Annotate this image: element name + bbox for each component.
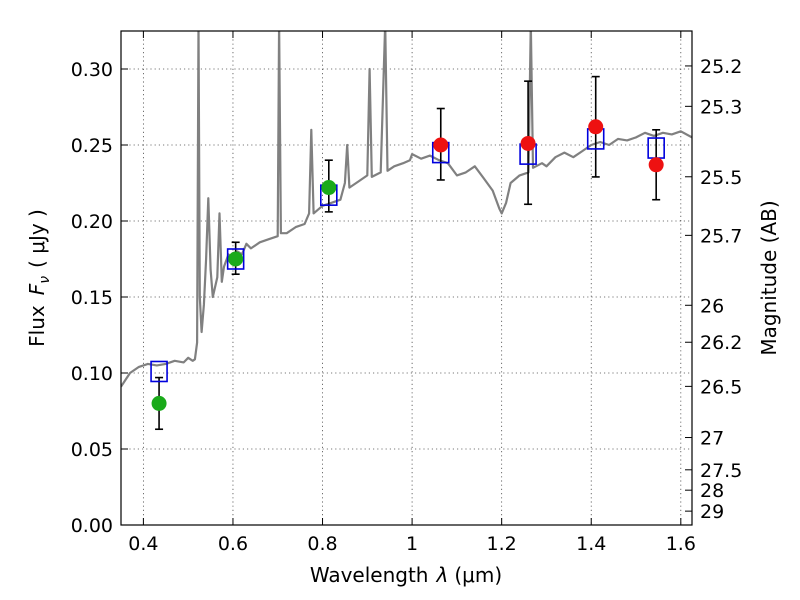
x-tick-label: 0.6	[218, 533, 248, 555]
model-flux-box	[150, 360, 168, 383]
plot-frame	[120, 30, 693, 526]
x-axis-title: Wavelength λ (μm)	[310, 563, 502, 587]
x-tick-label: 0.8	[307, 533, 337, 555]
x-tick-label: 1	[406, 533, 418, 555]
right-tick-label: 27.5	[700, 460, 742, 482]
x-tick-label: 1.4	[576, 533, 606, 555]
y-tick-label: 0.20	[71, 211, 113, 233]
y-tick-label: 0.25	[71, 135, 113, 157]
y-tick-label: 0.00	[71, 515, 113, 537]
y-tick-label: 0.15	[71, 287, 113, 309]
right-axis-title: Magnitude (AB)	[757, 200, 781, 355]
x-tick-label: 1.2	[487, 533, 517, 555]
observed-point-nir	[520, 135, 536, 151]
y-tick-label: 0.05	[71, 439, 113, 461]
x-tick-label: 1.6	[666, 533, 696, 555]
right-tick-label: 29	[700, 501, 724, 523]
observed-point-optical	[228, 251, 244, 267]
x-tick-label: 0.4	[128, 533, 158, 555]
observed-point-optical	[321, 180, 337, 196]
y-tick-label: 0.10	[71, 363, 113, 385]
right-tick-label: 25.5	[700, 167, 742, 189]
right-tick-label: 26.2	[700, 332, 742, 354]
spectrum-line	[121, 31, 692, 388]
right-tick-label: 27	[700, 428, 724, 450]
right-tick-label: 26	[700, 295, 724, 317]
observed-point-nir	[433, 137, 449, 153]
y-tick-label: 0.30	[71, 59, 113, 81]
observed-point-nir	[648, 157, 664, 173]
y-axis-title: FluxFν( μJy )	[25, 209, 53, 347]
markers	[150, 119, 665, 411]
data-layer	[121, 31, 692, 431]
right-tick-label: 25.2	[700, 56, 742, 78]
grid	[121, 31, 692, 525]
plot-background	[121, 31, 692, 525]
right-tick-label: 25.7	[700, 225, 742, 247]
right-tick-label: 28	[700, 480, 724, 502]
right-tick-label: 25.3	[700, 96, 742, 118]
right-tick-label: 26.5	[700, 376, 742, 398]
observed-point-nir	[588, 119, 604, 135]
observed-point-optical	[151, 395, 167, 411]
ticks: 0.4 0.6 0.8 1 1.2 1.4 1.6 0.00 0.05 0.10 0.15 0.20 0…	[71, 31, 742, 555]
model-flux-box	[226, 248, 245, 270]
